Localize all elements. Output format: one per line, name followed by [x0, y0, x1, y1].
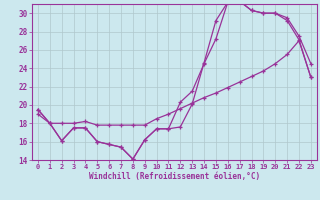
X-axis label: Windchill (Refroidissement éolien,°C): Windchill (Refroidissement éolien,°C) [89, 172, 260, 181]
